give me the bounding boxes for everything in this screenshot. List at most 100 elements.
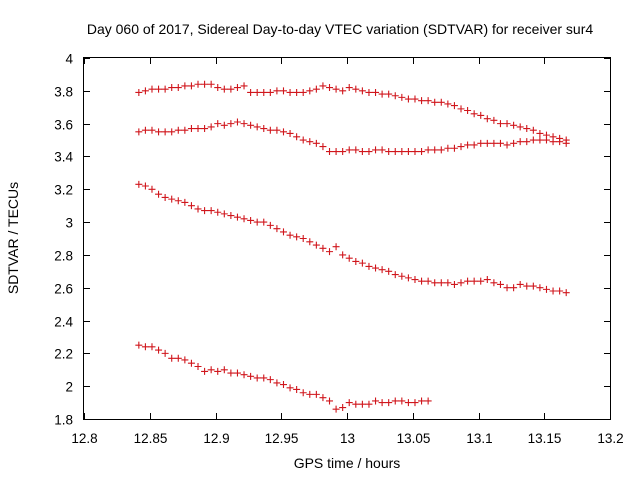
y-tick-label: 3.8 [54, 85, 73, 100]
data-point [168, 128, 176, 136]
data-point [339, 87, 347, 95]
data-point [391, 148, 399, 156]
data-point [141, 182, 149, 190]
data-point [312, 241, 320, 249]
data-point [510, 284, 518, 292]
data-point [155, 346, 163, 354]
data-point [141, 343, 149, 351]
data-point [510, 139, 518, 147]
data-point [247, 121, 255, 129]
data-point [385, 267, 393, 275]
data-point [273, 379, 281, 387]
data-point [306, 390, 314, 398]
data-point [240, 371, 248, 379]
data-point [450, 280, 458, 288]
data-point [385, 148, 393, 156]
data-point [174, 354, 182, 362]
data-point [437, 98, 445, 106]
data-point [345, 399, 353, 407]
data-point [365, 88, 373, 96]
data-point [496, 139, 504, 147]
data-point [233, 213, 241, 221]
data-point [273, 126, 281, 134]
data-point [332, 148, 340, 156]
data-point [207, 207, 215, 215]
data-point [319, 82, 327, 90]
data-point [490, 279, 498, 287]
series-1 [135, 80, 570, 144]
data-point [345, 84, 353, 92]
data-point [174, 126, 182, 134]
data-point [227, 120, 235, 128]
data-point [339, 148, 347, 156]
x-tick-label: 13.1 [466, 431, 492, 446]
data-point [549, 138, 557, 146]
y-tick-label: 2.6 [54, 282, 73, 297]
data-point [450, 102, 458, 110]
data-point [372, 88, 380, 96]
data-point [378, 266, 386, 274]
data-point [391, 271, 399, 279]
data-point [418, 148, 426, 156]
data-point [556, 287, 564, 295]
data-point [352, 146, 360, 154]
data-point [201, 125, 209, 133]
data-point [536, 284, 544, 292]
data-point [549, 287, 557, 295]
data-point [470, 141, 478, 149]
data-point [279, 228, 287, 236]
data-point [418, 277, 426, 285]
data-point [227, 369, 235, 377]
data-point [503, 284, 511, 292]
data-point [319, 394, 327, 402]
y-tick-label: 3.2 [54, 183, 73, 198]
data-point [181, 198, 189, 206]
data-point [135, 180, 143, 188]
x-tick-label: 13.15 [528, 431, 562, 446]
data-point [286, 88, 294, 96]
data-point [326, 84, 334, 92]
data-point [352, 257, 360, 265]
x-tick-label: 12.8 [71, 431, 97, 446]
data-point [148, 126, 156, 134]
data-point [240, 82, 248, 90]
data-point [398, 397, 406, 405]
data-point [483, 115, 491, 123]
data-point [161, 349, 169, 357]
data-point [437, 279, 445, 287]
data-point [227, 85, 235, 93]
data-point [247, 216, 255, 224]
data-point [227, 212, 235, 220]
data-point [418, 97, 426, 105]
data-point [260, 125, 268, 133]
data-point [155, 128, 163, 136]
data-point [345, 146, 353, 154]
y-tick-label: 1.8 [54, 413, 73, 428]
data-point [135, 128, 143, 136]
data-point [306, 138, 314, 146]
data-point [556, 138, 564, 146]
axis-tick-labels: 12.8 12.85 12.9 12.95 13 13.05 13.1 13.15 13.2 1.… [54, 52, 623, 447]
series-2 [135, 118, 570, 156]
data-point [332, 85, 340, 93]
data-point [437, 146, 445, 154]
data-point [266, 126, 274, 134]
y-tick-label: 2.8 [54, 249, 73, 264]
y-tick-label: 2.2 [54, 347, 73, 362]
data-point [339, 251, 347, 259]
data-point [174, 84, 182, 92]
data-point [483, 139, 491, 147]
data-point [372, 397, 380, 405]
data-point [260, 374, 268, 382]
data-point [312, 85, 320, 93]
data-point [411, 148, 419, 156]
data-point [411, 276, 419, 284]
data-point [424, 277, 432, 285]
data-point [141, 126, 149, 134]
x-tick-label: 13.2 [597, 431, 623, 446]
data-point [503, 141, 511, 149]
x-axis-label: GPS time / hours [294, 455, 401, 471]
data-point [293, 233, 301, 241]
data-point [194, 125, 202, 133]
data-point [299, 136, 307, 144]
